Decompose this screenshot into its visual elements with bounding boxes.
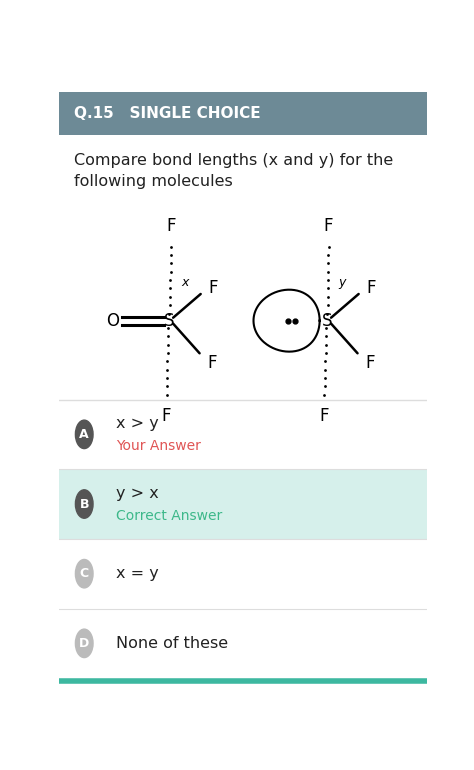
- Text: Your Answer: Your Answer: [116, 439, 201, 454]
- Bar: [59, 469, 427, 539]
- Text: F: F: [365, 354, 374, 373]
- Text: x > y: x > y: [116, 416, 159, 431]
- Text: B: B: [80, 497, 89, 511]
- Text: Compare bond lengths (x and y) for the: Compare bond lengths (x and y) for the: [74, 153, 393, 168]
- Text: Correct Answer: Correct Answer: [116, 509, 222, 523]
- Text: y > x: y > x: [116, 486, 159, 500]
- Circle shape: [75, 490, 93, 518]
- Text: F: F: [207, 354, 217, 373]
- Text: y: y: [338, 276, 346, 289]
- Bar: [59, 92, 427, 135]
- Text: x: x: [181, 276, 189, 289]
- Text: x = y: x = y: [116, 566, 159, 581]
- Text: F: F: [367, 279, 376, 297]
- Text: F: F: [324, 217, 333, 235]
- Text: D: D: [79, 637, 90, 650]
- Circle shape: [75, 420, 93, 449]
- Text: Q.15   SINGLE CHOICE: Q.15 SINGLE CHOICE: [74, 106, 261, 121]
- Text: C: C: [80, 567, 89, 580]
- Text: F: F: [320, 407, 329, 424]
- Text: F: F: [209, 279, 219, 297]
- Text: following molecules: following molecules: [74, 174, 233, 189]
- Circle shape: [75, 629, 93, 658]
- Text: S: S: [322, 312, 333, 330]
- Text: None of these: None of these: [116, 636, 228, 651]
- Text: F: F: [162, 407, 171, 424]
- Text: O: O: [106, 312, 119, 330]
- Circle shape: [75, 560, 93, 588]
- Text: A: A: [80, 428, 89, 441]
- Text: S: S: [164, 312, 175, 330]
- Text: F: F: [166, 217, 176, 235]
